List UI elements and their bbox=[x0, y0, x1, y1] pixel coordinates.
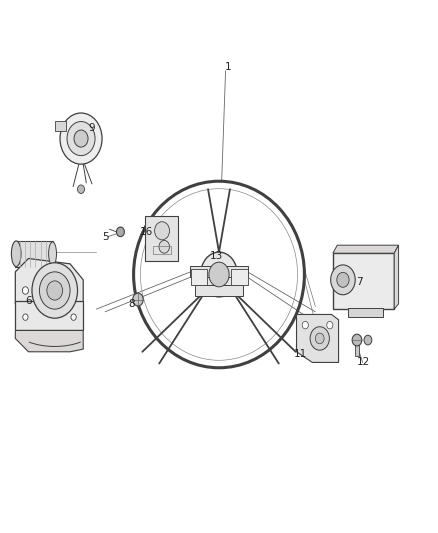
Polygon shape bbox=[297, 314, 339, 362]
Circle shape bbox=[32, 263, 78, 318]
Circle shape bbox=[201, 252, 237, 297]
Circle shape bbox=[209, 262, 229, 287]
Circle shape bbox=[302, 321, 308, 329]
Circle shape bbox=[74, 130, 88, 147]
Circle shape bbox=[47, 281, 63, 300]
Text: 8: 8 bbox=[128, 299, 135, 309]
Circle shape bbox=[22, 287, 28, 294]
Bar bbox=[231, 269, 248, 285]
Polygon shape bbox=[15, 259, 83, 304]
Circle shape bbox=[23, 314, 28, 320]
Text: 5: 5 bbox=[102, 232, 109, 242]
Text: 13: 13 bbox=[210, 251, 223, 261]
Circle shape bbox=[337, 272, 349, 287]
Circle shape bbox=[60, 113, 102, 164]
Circle shape bbox=[71, 314, 76, 320]
Bar bbox=[55, 121, 66, 131]
Circle shape bbox=[133, 293, 143, 306]
Bar bbox=[15, 301, 83, 330]
Polygon shape bbox=[394, 245, 399, 309]
Text: 6: 6 bbox=[25, 296, 32, 306]
Text: 7: 7 bbox=[356, 278, 363, 287]
Text: 1: 1 bbox=[224, 62, 231, 71]
Circle shape bbox=[155, 222, 170, 240]
Text: 9: 9 bbox=[88, 123, 95, 133]
Bar bbox=[145, 216, 178, 261]
Circle shape bbox=[331, 265, 355, 295]
Circle shape bbox=[310, 327, 329, 350]
Circle shape bbox=[78, 185, 85, 193]
Bar bbox=[191, 269, 207, 285]
Circle shape bbox=[364, 335, 372, 345]
Polygon shape bbox=[333, 245, 399, 253]
Text: 16: 16 bbox=[140, 227, 153, 237]
Bar bbox=[348, 308, 383, 317]
Circle shape bbox=[315, 333, 324, 344]
Polygon shape bbox=[15, 330, 83, 352]
Circle shape bbox=[67, 122, 95, 156]
Circle shape bbox=[159, 240, 170, 253]
Bar bbox=[153, 246, 171, 254]
Circle shape bbox=[352, 334, 362, 346]
Ellipse shape bbox=[11, 241, 21, 266]
Bar bbox=[190, 266, 248, 277]
Bar bbox=[195, 285, 243, 296]
Circle shape bbox=[327, 321, 333, 329]
Text: 12: 12 bbox=[357, 358, 370, 367]
Circle shape bbox=[39, 272, 70, 309]
Circle shape bbox=[117, 227, 124, 237]
Bar bbox=[333, 253, 394, 309]
Bar bbox=[355, 339, 359, 356]
Text: 11: 11 bbox=[293, 350, 307, 359]
Ellipse shape bbox=[49, 242, 57, 265]
Bar bbox=[15, 241, 53, 266]
